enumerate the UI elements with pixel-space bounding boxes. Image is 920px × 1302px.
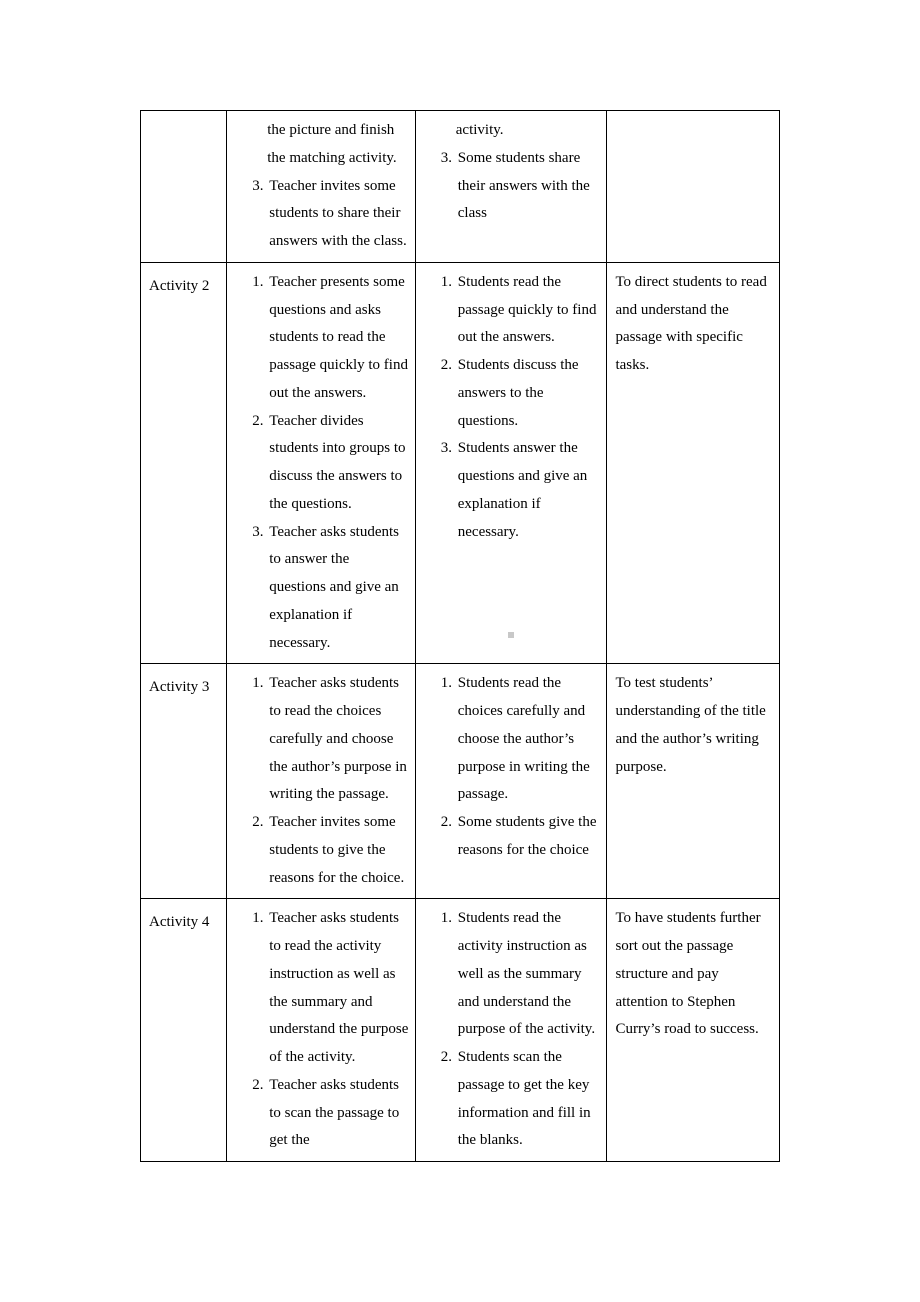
teacher-item: Teacher asks students to scan the passag… — [267, 1072, 409, 1155]
students-list: Some students share their answers with t… — [424, 145, 601, 228]
teacher-item: Teacher asks students to answer the ques… — [267, 519, 409, 658]
purpose-text: To have students further sort out the pa… — [615, 905, 773, 1044]
purpose-text: To test students’ understanding of the t… — [615, 670, 773, 781]
students-list: Students read the activity instruction a… — [424, 905, 601, 1155]
teacher-item: Teacher invites some students to give th… — [267, 809, 409, 892]
square-marker-icon — [508, 632, 514, 638]
teacher-list: Teacher presents some questions and asks… — [235, 269, 409, 658]
teacher-cell: Teacher presents some questions and asks… — [227, 262, 416, 664]
activity-label: Activity 4 — [149, 905, 220, 937]
teacher-item: Teacher asks students to read the choice… — [267, 670, 409, 809]
activity-label: Activity 2 — [149, 269, 220, 301]
activity-label-cell: Activity 3 — [141, 664, 227, 899]
teacher-list: Teacher asks students to read the choice… — [235, 670, 409, 892]
lesson-plan-table: the picture and finish the matching acti… — [140, 110, 780, 1162]
students-cell: activity.Some students share their answe… — [415, 111, 607, 263]
teacher-item: Teacher invites some students to share t… — [267, 173, 409, 256]
activity-label: Activity 3 — [149, 670, 220, 702]
table-row: Activity 4 Teacher asks students to read … — [141, 899, 780, 1162]
purpose-cell: To direct students to read and understan… — [607, 262, 780, 664]
students-item: Students answer the questions and give a… — [456, 435, 601, 546]
purpose-text: To direct students to read and understan… — [615, 269, 773, 380]
table-body: the picture and finish the matching acti… — [141, 111, 780, 1162]
purpose-cell: To have students further sort out the pa… — [607, 899, 780, 1162]
students-item: Students read the activity instruction a… — [456, 905, 601, 1044]
students-item: Some students give the reasons for the c… — [456, 809, 601, 865]
students-item: Students read the passage quickly to fin… — [456, 269, 601, 352]
teacher-item: Teacher divides students into groups to … — [267, 408, 409, 519]
activity-label-cell: Activity 4 — [141, 899, 227, 1162]
students-list: Students read the passage quickly to fin… — [424, 269, 601, 547]
students-cell: Students read the choices carefully and … — [415, 664, 607, 899]
teacher-cell: Teacher asks students to read the choice… — [227, 664, 416, 899]
teacher-cell: Teacher asks students to read the activi… — [227, 899, 416, 1162]
students-cell: Students read the passage quickly to fin… — [415, 262, 607, 664]
teacher-list: Teacher invites some students to share t… — [235, 173, 409, 256]
teacher-list: Teacher asks students to read the activi… — [235, 905, 409, 1155]
students-item: Students scan the passage to get the key… — [456, 1044, 601, 1155]
teacher-cell: the picture and finish the matching acti… — [227, 111, 416, 263]
table-row: Activity 2 Teacher presents some question… — [141, 262, 780, 664]
activity-label-cell: Activity 2 — [141, 262, 227, 664]
purpose-cell — [607, 111, 780, 263]
students-cell: Students read the activity instruction a… — [415, 899, 607, 1162]
students-item: Students read the choices carefully and … — [456, 670, 601, 809]
students-item: activity. — [424, 117, 601, 145]
activity-label-cell — [141, 111, 227, 263]
students-item: Some students share their answers with t… — [456, 145, 601, 228]
students-item: Students discuss the answers to the ques… — [456, 352, 601, 435]
students-list: Students read the choices carefully and … — [424, 670, 601, 864]
teacher-item: Teacher asks students to read the activi… — [267, 905, 409, 1072]
purpose-cell: To test students’ understanding of the t… — [607, 664, 780, 899]
table-row: Activity 3 Teacher asks students to read … — [141, 664, 780, 899]
table-row: the picture and finish the matching acti… — [141, 111, 780, 263]
teacher-item: Teacher presents some questions and asks… — [267, 269, 409, 408]
teacher-item: the picture and finish the matching acti… — [235, 117, 409, 173]
